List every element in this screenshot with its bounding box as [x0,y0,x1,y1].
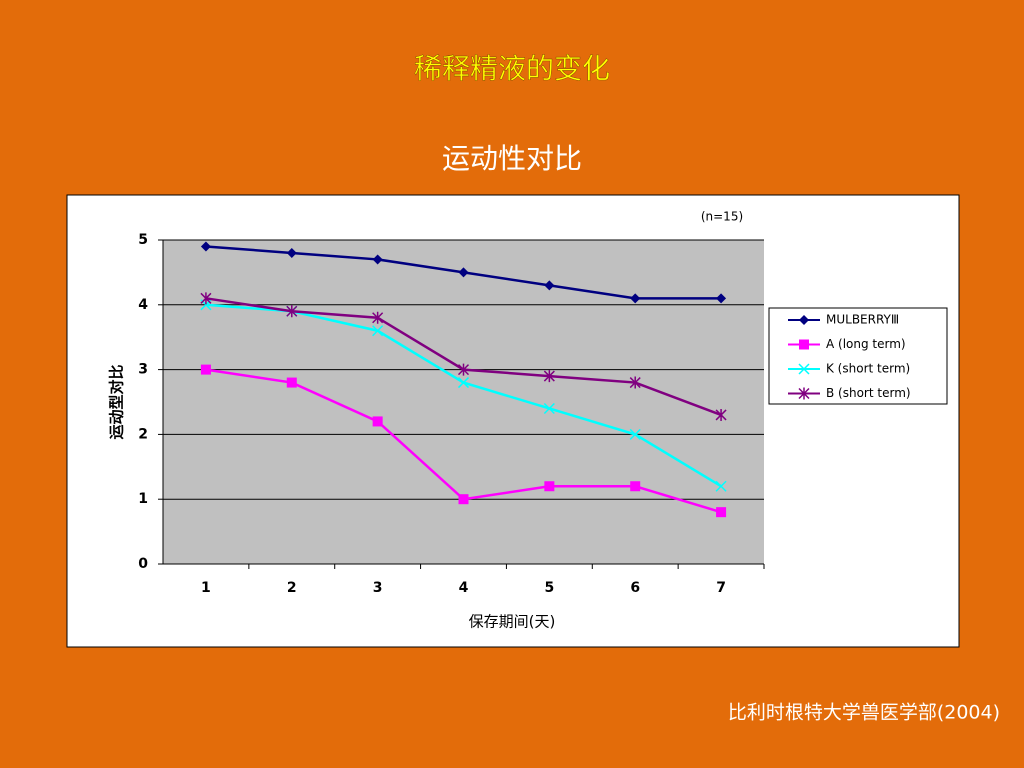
y-axis-label: 运动型对比 [108,364,126,439]
data-point [457,377,470,389]
data-point [372,416,383,427]
y-tick-label: 4 [138,297,148,313]
data-point [543,402,555,415]
x-tick-label: 1 [201,580,211,596]
legend-label: B (short term) [826,386,911,400]
data-point [715,408,727,421]
y-tick-label: 1 [138,491,148,507]
data-point [629,376,641,389]
data-point [630,293,641,304]
chart-note: (n=15) [701,210,743,224]
data-point [200,292,212,305]
legend-marker [798,387,810,400]
data-point [372,254,383,265]
x-axis-label: 保存期间(天) [469,613,556,631]
y-tick-label: 3 [138,362,148,378]
data-point [458,494,469,505]
data-point [372,311,384,324]
legend-marker [799,315,809,325]
legend-label: A (long term) [826,337,906,351]
x-tick-label: 5 [544,580,554,596]
legend-marker [799,339,809,350]
data-point [629,428,641,440]
x-tick-label: 6 [630,580,640,596]
data-point [286,377,297,388]
x-tick-label: 2 [287,580,297,596]
data-point [200,364,211,375]
legend-label: MULBERRYⅢ [826,313,899,327]
data-point [715,480,727,492]
data-point [457,363,470,376]
data-point [630,481,641,492]
y-tick-label: 0 [138,556,148,572]
legend-marker [798,363,810,375]
x-tick-label: 3 [373,580,383,596]
data-point [286,247,297,258]
data-point [372,325,384,337]
data-point [286,305,298,318]
x-tick-label: 4 [459,580,469,596]
data-point [200,241,211,252]
legend-box [768,307,948,405]
data-point [458,267,469,278]
y-tick-label: 5 [138,232,148,248]
data-point [544,280,555,291]
data-point [716,293,727,304]
data-point [544,481,555,492]
slide-title: 稀释精液的变化 [414,52,610,85]
source-note: 比利时根特大学兽医学部(2004) [728,702,1000,724]
y-tick-label: 2 [138,426,148,442]
x-tick-label: 7 [716,580,726,596]
plot-area [163,240,764,564]
data-point [543,370,555,383]
data-point [716,507,727,518]
slide-subtitle: 运动性对比 [442,142,582,175]
legend-label: K (short term) [826,362,910,376]
